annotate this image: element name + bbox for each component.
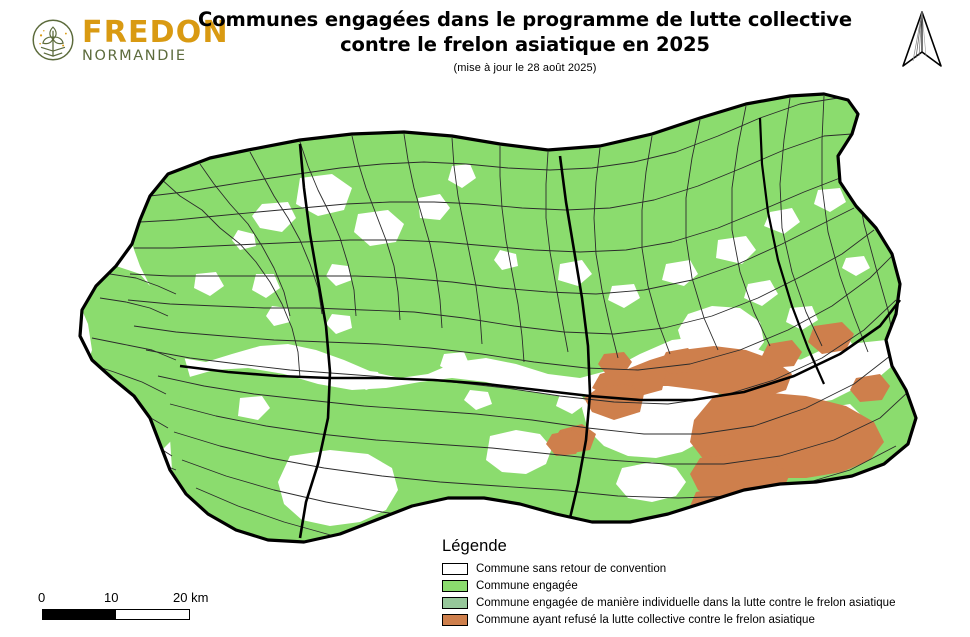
logo-name-primary: FREDON bbox=[82, 15, 229, 51]
north-arrow-icon bbox=[902, 11, 942, 67]
map-legend: Légende Commune sans retour de conventio… bbox=[442, 538, 962, 629]
map-title-block: Communes engagées dans le programme de l… bbox=[190, 8, 860, 74]
scalebar-segment-filled bbox=[43, 610, 116, 619]
scalebar-graphic bbox=[42, 609, 190, 620]
normandy-communes-map bbox=[78, 92, 918, 544]
legend-swatch-individuelle bbox=[442, 596, 468, 609]
legend-heading: Légende bbox=[442, 537, 507, 555]
legend-label-refusee: Commune ayant refusé la lutte collective… bbox=[476, 613, 815, 626]
map-canvas bbox=[0, 78, 970, 558]
fredon-logo: FREDON NORMANDIE bbox=[30, 14, 228, 66]
legend-label-individuelle: Commune engagée de manière individuelle … bbox=[476, 596, 896, 609]
region-outline bbox=[78, 92, 918, 544]
legend-swatch-engagee bbox=[442, 579, 468, 592]
legend-item-sans-retour[interactable]: Commune sans retour de convention bbox=[442, 561, 962, 577]
legend-swatch-refusee bbox=[442, 613, 468, 626]
scalebar-segment-empty bbox=[116, 610, 189, 619]
logo-name-secondary: NORMANDIE bbox=[82, 48, 187, 65]
legend-item-refusee[interactable]: Commune ayant refusé la lutte collective… bbox=[442, 612, 962, 628]
scalebar-tick-20: 20 km bbox=[173, 590, 209, 605]
legend-label-engagee: Commune engagée bbox=[476, 579, 578, 592]
refused-communes-layer bbox=[546, 322, 890, 516]
scalebar-tick-0: 0 bbox=[38, 590, 46, 605]
legend-item-individuelle[interactable]: Commune engagée de manière individuelle … bbox=[442, 595, 962, 611]
scalebar-labels: 0 10 20 km bbox=[30, 590, 250, 606]
legend-swatch-sans-retour bbox=[442, 562, 468, 575]
legend-label-sans-retour: Commune sans retour de convention bbox=[476, 562, 667, 575]
plant-in-circle-icon bbox=[32, 19, 74, 61]
map-scalebar: 0 10 20 km bbox=[30, 590, 250, 620]
map-title-line-2: contre le frelon asiatique en 2025 bbox=[340, 32, 710, 56]
legend-item-engagee[interactable]: Commune engagée bbox=[442, 578, 962, 594]
map-subtitle-update-date: (mise à jour le 28 août 2025) bbox=[453, 62, 597, 75]
logo-wordmark: FREDON NORMANDIE bbox=[82, 16, 229, 64]
map-title-line-1: Communes engagées dans le programme de l… bbox=[198, 8, 852, 31]
scalebar-tick-10: 10 bbox=[104, 590, 119, 605]
no-convention-communes-layer bbox=[194, 164, 870, 526]
